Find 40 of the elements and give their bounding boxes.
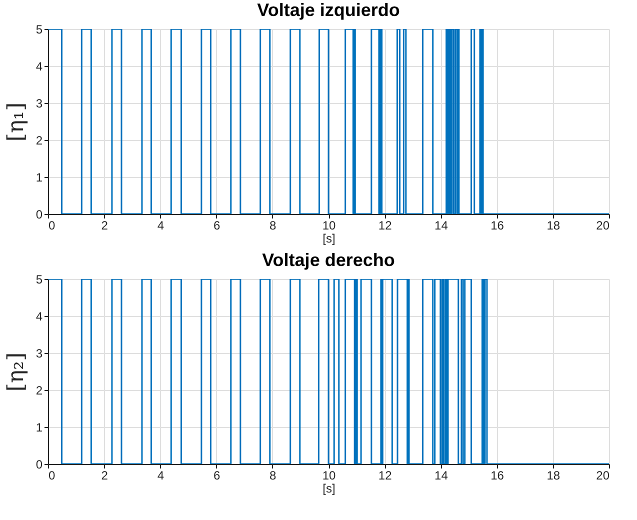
x-tick-label: 8 — [270, 218, 277, 232]
y-tick-label: 0 — [36, 458, 43, 472]
y-tick-label: 3 — [36, 346, 43, 360]
y-tick-label: 2 — [36, 134, 43, 148]
x-tick-label: 12 — [378, 218, 392, 232]
x-tick-label: 4 — [157, 468, 164, 482]
y-tick-label: 2 — [36, 384, 43, 398]
x-tick-label: 8 — [270, 468, 277, 482]
x-axis-title: [s] — [322, 232, 336, 246]
y-tick-label: 1 — [36, 170, 43, 184]
x-tick-label: 14 — [434, 468, 448, 482]
x-tick-label: 16 — [490, 468, 504, 482]
y-tick-label: 5 — [36, 22, 43, 36]
x-axis-title: [s] — [322, 482, 336, 496]
x-tick-label: 10 — [322, 468, 336, 482]
x-tick-label: 10 — [322, 218, 336, 232]
x-tick-label: 12 — [378, 468, 392, 482]
x-tick-label: 4 — [157, 218, 164, 232]
y-axis-title: [η₁] — [4, 102, 29, 142]
x-tick-label: 6 — [213, 218, 220, 232]
x-tick-label: 6 — [213, 468, 220, 482]
y-tick-label: 0 — [36, 208, 43, 222]
y-tick-label: 3 — [36, 96, 43, 110]
x-tick-label: 14 — [434, 218, 448, 232]
x-tick-label: 2 — [101, 218, 108, 232]
x-tick-label: 20 — [596, 218, 610, 232]
x-tick-label: 16 — [490, 218, 504, 232]
y-tick-label: 5 — [36, 272, 43, 286]
chart-title: Voltaje derecho — [262, 250, 395, 270]
x-tick-label: 18 — [546, 218, 560, 232]
x-tick-label: 20 — [596, 468, 610, 482]
x-tick-label: 0 — [48, 468, 56, 482]
x-tick-label: 18 — [546, 468, 560, 482]
y-tick-label: 4 — [36, 310, 43, 324]
y-tick-label: 4 — [36, 60, 43, 74]
y-axis-title: [η₂] — [4, 352, 29, 392]
x-tick-label: 0 — [48, 218, 56, 232]
chart-title: Voltaje izquierdo — [257, 0, 400, 20]
x-tick-label: 2 — [101, 468, 108, 482]
y-tick-label: 1 — [36, 420, 43, 434]
